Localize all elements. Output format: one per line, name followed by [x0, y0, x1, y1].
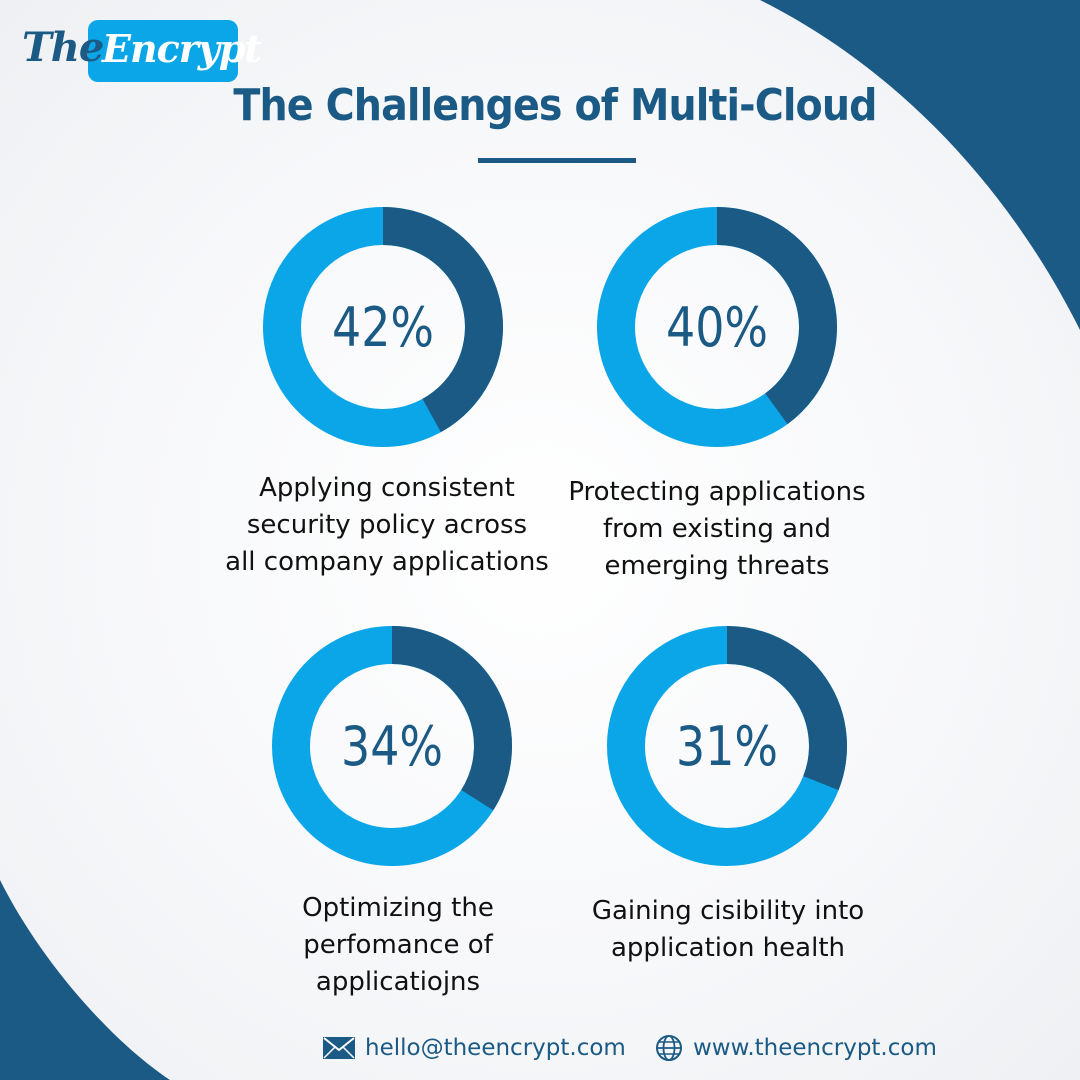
donut-svg: [607, 626, 847, 866]
page-title: The Challenges of Multi-Cloud: [233, 80, 877, 131]
donut-caption: Applying consistent security policy acro…: [222, 470, 552, 581]
footer-website[interactable]: www.theencrypt.com: [655, 1030, 937, 1066]
donut-percent-label: 34%: [340, 714, 444, 778]
brand-logo[interactable]: The Encrypt: [22, 18, 262, 86]
donut-arc-value: [726, 626, 847, 791]
donut-arc-value: [382, 207, 503, 433]
donut-percent-label: 31%: [675, 714, 779, 778]
donut-chart-42: 42%: [263, 207, 503, 447]
caption-line: perfomance of: [303, 930, 493, 960]
title-underline: [478, 158, 636, 163]
caption-line: from existing and: [602, 514, 832, 544]
envelope-icon: [323, 1037, 355, 1059]
donut-caption: Gaining cisibility into application heal…: [568, 893, 888, 967]
caption-line: applicatiojns: [315, 967, 481, 997]
donut-caption: Protecting applications from existing an…: [552, 474, 882, 585]
website-link[interactable]: www.theencrypt.com: [693, 1035, 937, 1061]
caption-line: Optimizing the: [302, 893, 494, 923]
caption-line: Protecting applications: [568, 477, 866, 507]
donut-svg: [263, 207, 503, 447]
caption-line: Gaining cisibility into: [591, 896, 865, 926]
globe-icon: [656, 1035, 682, 1061]
top-right-corner-shape: [760, 0, 1080, 330]
donut-percent-label: 42%: [331, 295, 435, 359]
caption-line: security policy across: [246, 510, 528, 540]
caption-line: all company applications: [225, 547, 549, 577]
donut-chart-40: 40%: [597, 207, 837, 447]
donut-arc-value: [716, 207, 837, 425]
donut-svg: [597, 207, 837, 447]
bottom-left-corner-shape: [0, 880, 170, 1080]
donut-arc-value: [391, 626, 512, 811]
donut-chart-31: 31%: [607, 626, 847, 866]
logo-badge: [88, 20, 238, 82]
email-link[interactable]: hello@theencrypt.com: [365, 1035, 626, 1061]
caption-line: application health: [611, 933, 845, 963]
logo-text-the: The: [22, 24, 104, 71]
logo-text-encrypt: Encrypt: [102, 26, 262, 71]
caption-line: Applying consistent: [259, 473, 515, 503]
donut-percent-label: 40%: [665, 295, 769, 359]
donut-caption: Optimizing the perfomance of applicatioj…: [248, 890, 548, 1001]
caption-line: emerging threats: [604, 551, 830, 581]
donut-chart-34: 34%: [272, 626, 512, 866]
footer-email[interactable]: hello@theencrypt.com: [323, 1030, 626, 1066]
donut-svg: [272, 626, 512, 866]
